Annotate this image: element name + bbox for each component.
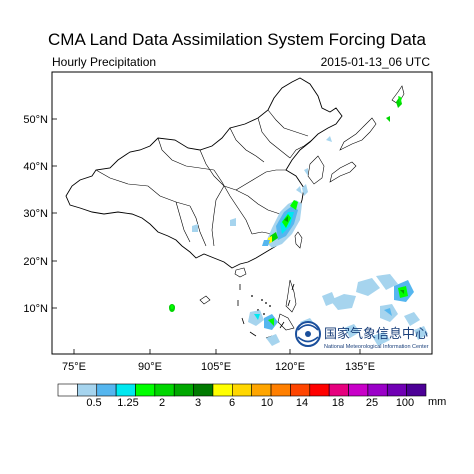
- lon-tick-marks: [73, 349, 361, 354]
- colorbar-swatch: [154, 383, 175, 397]
- colorbar-swatch: [77, 383, 98, 397]
- lon-tick-label: 105°E: [201, 361, 231, 373]
- colorbar-label: 0.5: [86, 397, 101, 409]
- colorbar-swatch: [309, 383, 330, 397]
- colorbar-label: 2: [159, 397, 165, 409]
- watermark-cn: 国家气象信息中心: [324, 326, 428, 341]
- lon-tick-label: 90°E: [138, 361, 162, 373]
- colorbar-swatch: [367, 383, 388, 397]
- colorbar: [57, 383, 427, 397]
- colorbar-label: 3: [195, 397, 201, 409]
- colorbar-label: 10: [261, 397, 273, 409]
- precipitation-field: [169, 96, 428, 346]
- colorbar-swatch: [290, 383, 311, 397]
- colorbar-label: 6: [229, 397, 235, 409]
- china-border: [65, 77, 343, 269]
- colorbar-swatch: [115, 383, 136, 397]
- colorbar-swatch: [212, 383, 233, 397]
- lat-tick-label: 30°N: [23, 208, 48, 220]
- lat-tick-label: 50°N: [23, 114, 48, 126]
- watermark-en: National Meteorological Information Cent…: [324, 344, 429, 350]
- colorbar-label: 1.25: [117, 397, 138, 409]
- lon-tick-label: 135°E: [345, 361, 375, 373]
- colorbar-swatch: [251, 383, 272, 397]
- colorbar-label: 14: [296, 397, 308, 409]
- colorbar-unit: mm: [428, 396, 446, 408]
- lat-tick-marks: [52, 118, 57, 309]
- timestamp-label: 2015-01-13_06 UTC: [320, 55, 430, 69]
- colorbar-label: 25: [366, 397, 378, 409]
- colorbar-swatch: [406, 383, 427, 397]
- province-borders: [95, 109, 313, 247]
- colorbar-swatch: [386, 383, 407, 397]
- colorbar-swatch: [348, 383, 369, 397]
- colorbar-swatch: [328, 383, 349, 397]
- colorbar-swatch: [193, 383, 214, 397]
- figure-title: CMA Land Data Assimilation System Forcin…: [48, 30, 426, 49]
- colorbar-swatch: [96, 383, 117, 397]
- lon-tick-label: 120°E: [275, 361, 305, 373]
- variable-label: Hourly Precipitation: [52, 55, 157, 69]
- colorbar-label: 18: [332, 397, 344, 409]
- colorbar-swatch: [173, 383, 194, 397]
- colorbar-label: 100: [396, 397, 414, 409]
- nmic-watermark: 国家气象信息中心 National Meteorological Informa…: [295, 321, 429, 350]
- lat-tick-label: 20°N: [23, 256, 48, 268]
- lon-tick-label: 75°E: [62, 361, 86, 373]
- colorbar-labels: 0.5 1.25 2 3 6 10 14 18 25 100 mm: [86, 396, 446, 409]
- colorbar-swatch: [270, 383, 291, 397]
- colorbar-swatch: [232, 383, 252, 397]
- lat-tick-label: 40°N: [23, 161, 48, 173]
- lat-tick-label: 10°N: [23, 303, 48, 315]
- colorbar-swatch: [57, 383, 78, 397]
- colorbar-swatch: [135, 383, 156, 397]
